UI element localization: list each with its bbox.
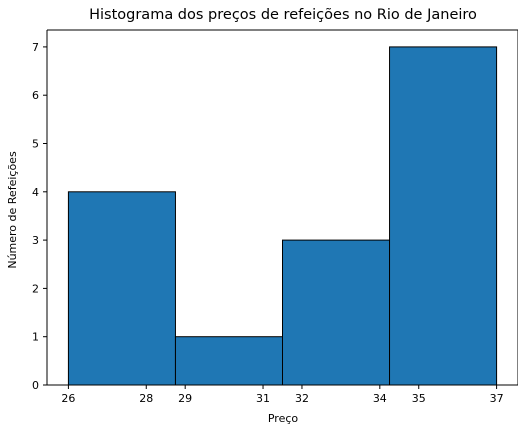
x-tick-label: 32 [295,392,309,405]
y-ticks: 0 1 2 3 4 5 6 7 [32,41,47,392]
y-tick-label: 7 [32,41,39,54]
y-tick-label: 3 [32,234,39,247]
histogram-bar-2 [174,336,283,386]
y-tick-label: 1 [32,331,39,344]
x-tick-label: 28 [139,392,153,405]
x-tick-label: 29 [178,392,192,405]
y-tick-label: 0 [32,379,39,392]
histogram-bar-3 [282,239,391,386]
axes [46,29,518,386]
x-ticks: 26 28 29 31 32 34 35 37 [61,385,504,405]
x-tick-label: 26 [61,392,75,405]
x-tick-label: 37 [490,392,504,405]
histogram-bar-4 [389,46,498,386]
x-tick-label: 35 [412,392,426,405]
histogram-bar-1 [67,191,176,386]
x-tick-label: 34 [373,392,387,405]
x-tick-label: 31 [256,392,270,405]
bars-group [67,46,498,386]
y-tick-label: 2 [32,282,39,295]
y-axis-label: Número de Refeições [6,151,19,269]
y-tick-label: 5 [32,138,39,151]
chart-title: Histograma dos preços de refeições no Ri… [89,7,477,23]
y-tick-label: 4 [32,186,39,199]
y-tick-label: 6 [32,89,39,102]
x-axis-label: Preço [268,412,299,425]
